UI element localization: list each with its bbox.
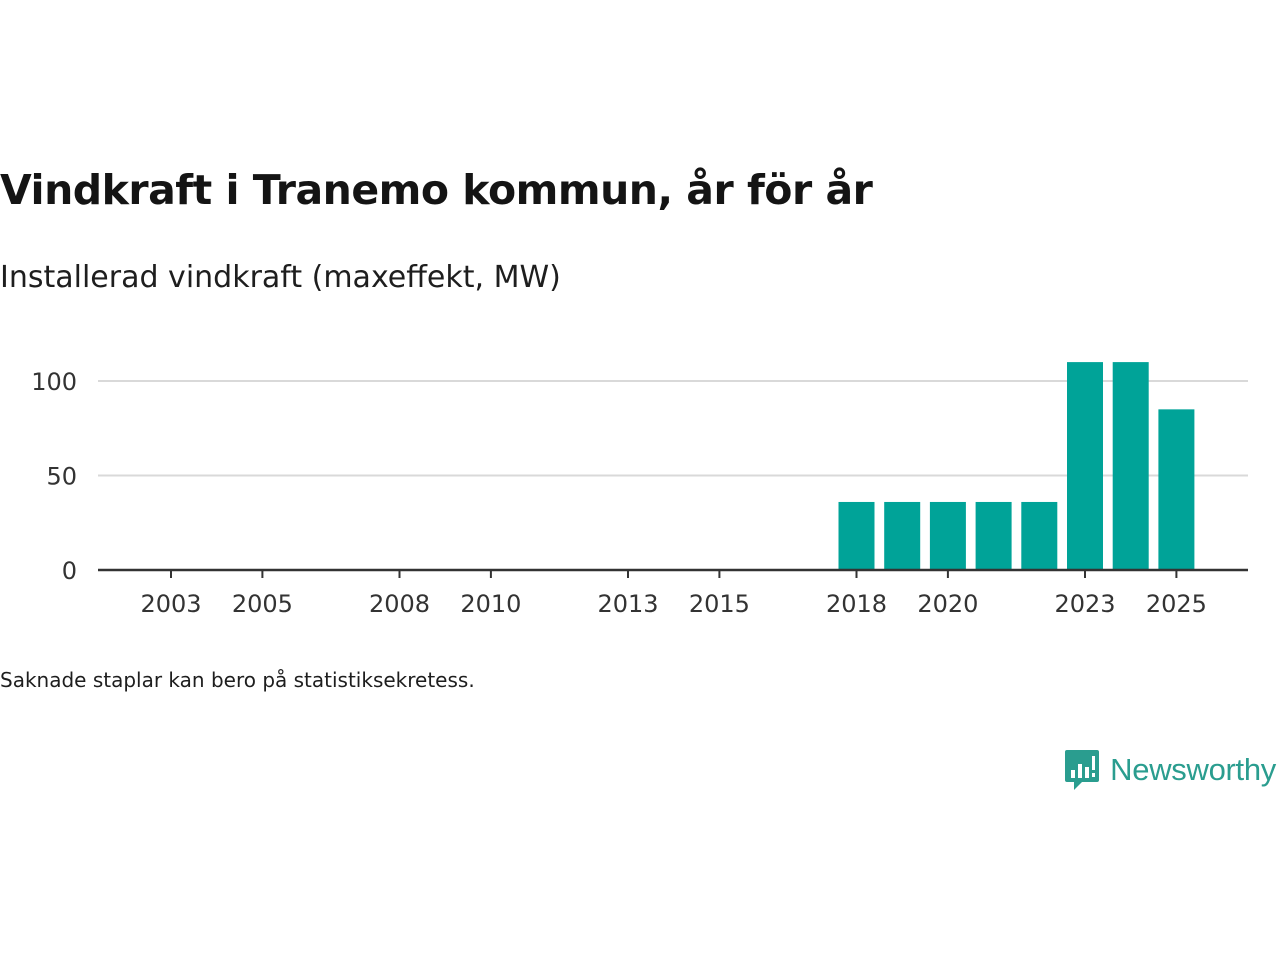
bar-chart-speech-bubble-icon — [1065, 750, 1100, 790]
brand-name: Newsworthy — [1110, 752, 1276, 787]
x-tick-label: 2018 — [826, 590, 887, 618]
x-tick-label: 2003 — [140, 590, 201, 618]
chart-subtitle: Installerad vindkraft (maxeffekt, MW) — [0, 260, 561, 295]
x-tick-label: 2015 — [689, 590, 750, 618]
y-tick-label: 0 — [62, 557, 77, 585]
chart-title: Vindkraft i Tranemo kommun, år för år — [0, 166, 873, 214]
bar-2018 — [838, 501, 875, 570]
bar-2023 — [1067, 362, 1103, 570]
brand-logo: Newsworthy — [1064, 748, 1276, 792]
y-tick-label: 50 — [46, 463, 77, 491]
bar-2021 — [975, 501, 1012, 570]
x-tick-label: 2023 — [1054, 590, 1115, 618]
x-tick-label: 2013 — [597, 590, 658, 618]
bar-2019 — [884, 501, 921, 570]
x-tick-label: 2025 — [1146, 590, 1207, 618]
bar-2024 — [1112, 362, 1149, 570]
bars — [838, 362, 1195, 570]
x-tick-label: 2008 — [369, 590, 430, 618]
y-tick-label: 100 — [31, 368, 77, 396]
x-tick-label: 2005 — [232, 590, 293, 618]
bar-2025 — [1158, 409, 1195, 570]
footnote: Saknade staplar kan bero på statistiksek… — [0, 668, 475, 692]
bar-2022 — [1021, 501, 1058, 570]
x-tick-label: 2010 — [460, 590, 521, 618]
x-tick-label: 2020 — [917, 590, 978, 618]
gridlines — [98, 380, 1248, 477]
y-axis-ticks: 0 50 100 — [31, 368, 77, 585]
bar-2020 — [929, 501, 966, 570]
x-axis-ticks: 2003 2005 2008 2010 2013 2015 2018 2020 2023 2025 — [140, 570, 1207, 618]
